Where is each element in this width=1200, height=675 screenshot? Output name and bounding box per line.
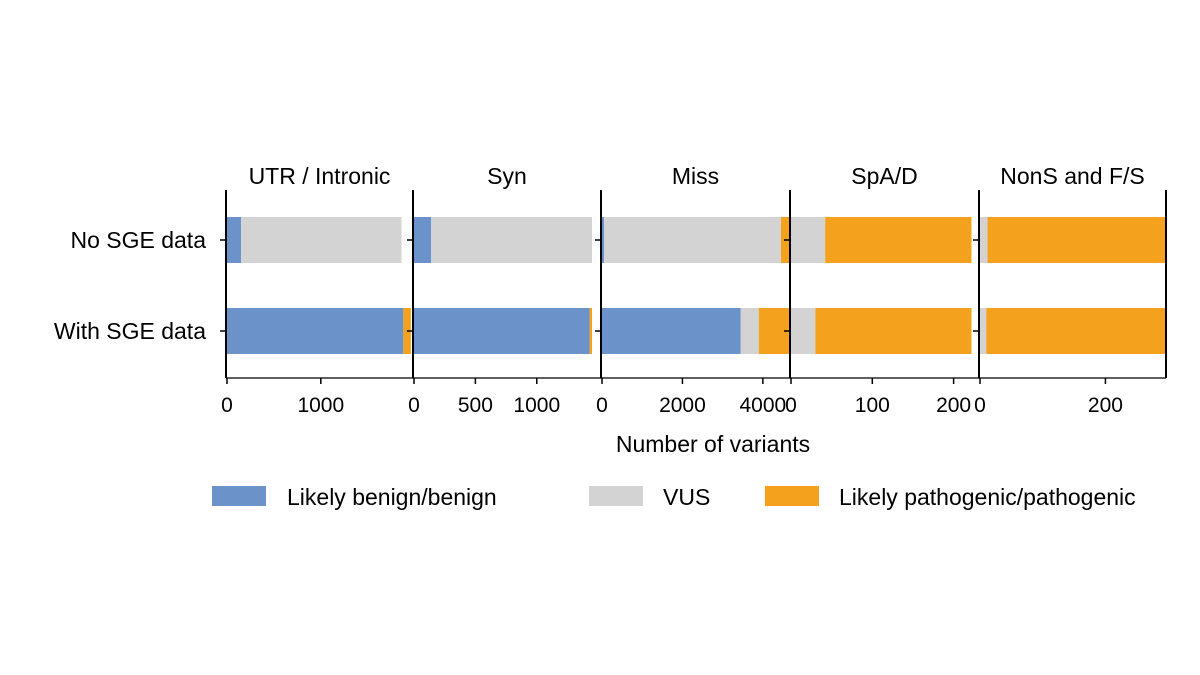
bar-segment-benign xyxy=(227,308,404,354)
bar-segment-pathogenic xyxy=(825,217,972,263)
bar-segment-pathogenic xyxy=(986,308,1165,354)
panel-5: NonS and F/S 0 200 xyxy=(973,163,1165,417)
x-tick-label: 0 xyxy=(596,394,608,417)
x-tick-label: 1000 xyxy=(297,394,344,417)
x-tick-label: 0 xyxy=(408,394,420,417)
bar-segment-pathogenic xyxy=(589,308,593,354)
x-axis-label: Number of variants xyxy=(616,431,810,457)
bar-segment-vus xyxy=(740,308,759,354)
bar-segment-vus xyxy=(604,217,781,263)
x-tick-label: 100 xyxy=(855,394,890,417)
x-tick-label: 2000 xyxy=(659,394,706,417)
bar-segment-vus xyxy=(241,217,402,263)
legend-swatch-vus xyxy=(589,486,643,506)
panel-2: Syn 0 500 1000 xyxy=(407,163,593,417)
legend-swatch-pathogenic xyxy=(765,486,819,506)
x-tick-label: 0 xyxy=(221,394,233,417)
bar-segment-benign xyxy=(602,217,605,263)
panel-title: NonS and F/S xyxy=(1000,163,1144,189)
bar-segment-vus xyxy=(980,308,987,354)
bar-segment-benign xyxy=(602,308,741,354)
x-tick-label: 4000 xyxy=(740,394,787,417)
x-tick-label: 1000 xyxy=(513,394,560,417)
bar-segment-vus xyxy=(980,217,988,263)
legend-swatch-benign xyxy=(212,486,266,506)
bar-segment-vus xyxy=(791,308,816,354)
panel-1: UTR / Intronic 0 1000 xyxy=(220,163,411,417)
y-category-label: With SGE data xyxy=(54,318,206,344)
bar-segment-benign xyxy=(227,217,242,263)
panel-title: SpA/D xyxy=(851,163,917,189)
bar-segment-vus xyxy=(791,217,826,263)
panel-title: Miss xyxy=(672,163,719,189)
x-tick-label: 200 xyxy=(1088,394,1123,417)
panel-title: UTR / Intronic xyxy=(249,163,391,189)
bar-segment-vus xyxy=(431,217,593,263)
x-tick-label: 200 xyxy=(936,394,971,417)
legend: Likely benign/benign VUS Likely pathogen… xyxy=(212,484,1136,510)
legend-label-benign: Likely benign/benign xyxy=(287,484,497,510)
x-tick-label: 500 xyxy=(458,394,493,417)
panel-title: Syn xyxy=(487,163,527,189)
bar-segment-pathogenic xyxy=(758,308,789,354)
legend-label-pathogenic: Likely pathogenic/pathogenic xyxy=(839,484,1136,510)
panel-4: SpA/D 0 100 200 xyxy=(784,163,972,417)
bar-segment-pathogenic xyxy=(987,217,1165,263)
x-tick-label: 0 xyxy=(785,394,797,417)
bar-segment-benign xyxy=(414,308,590,354)
y-category-label: No SGE data xyxy=(70,227,206,253)
panel-3: Miss 0 2000 4000 xyxy=(595,163,789,417)
x-tick-label: 0 xyxy=(974,394,986,417)
bar-segment-pathogenic xyxy=(815,308,972,354)
bar-segment-benign xyxy=(414,217,432,263)
legend-label-vus: VUS xyxy=(663,484,710,510)
